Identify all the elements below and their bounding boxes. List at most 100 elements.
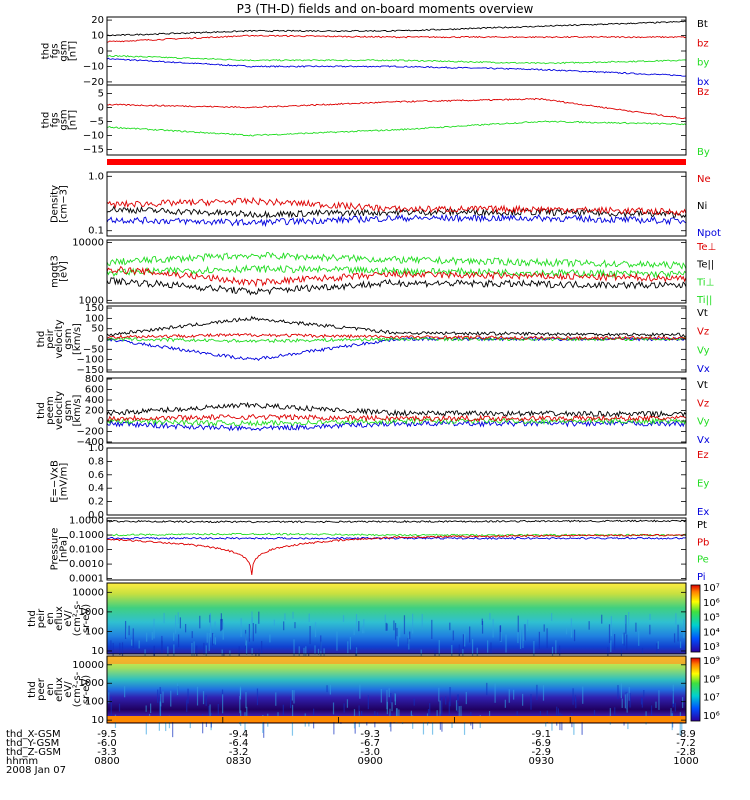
y-tick-label: 100 [85,697,104,708]
spectrogram-streak [458,706,460,717]
spectrogram-streak [222,622,224,640]
x-row-label: thd_Z-GSM [6,747,61,758]
spectrogram-streak [361,626,364,634]
spectrogram-streak [448,701,450,721]
y-tick-label: 10000 [72,237,104,248]
spectrogram-streak [551,613,553,621]
series-line-by [106,54,687,65]
spectrogram-streak [628,687,630,701]
mode-bar [107,159,686,165]
spectrogram-streak [131,639,133,646]
spectrogram-streak [494,683,496,703]
spectrogram-streak [626,634,628,651]
spectrogram-streak [251,611,253,623]
spectrogram-streak [273,619,275,626]
y-axis-label: peir [36,608,47,628]
spectrogram-streak [629,692,631,708]
y-axis-label: en [45,612,56,625]
y-tick-label: 0.4 [88,483,104,494]
spectrogram-streak [504,699,506,708]
panel-density: 1.0 0.1 Density[cm−3] Ne Ni Npot [50,171,721,239]
y-axis-label: velocity [54,319,65,358]
colorbar-peirspec: 10⁷ 10⁶ 10⁵ 10⁴ 10³ [690,583,720,653]
spectrogram-streak [179,617,181,629]
colorbar-scale [690,584,701,653]
spectrogram-streak [489,613,491,620]
spectrogram-streak [309,625,311,645]
colorbar-scale [690,657,701,722]
colorbar-peerspec: 10⁹ 10⁸ 10⁷ 10⁶ [690,656,720,722]
spectrogram-streak [208,632,210,652]
spectrogram-streak [121,642,124,658]
spectrogram-streak [438,687,440,702]
spectrogram-streak [282,704,284,721]
spectrogram-streak [211,632,214,646]
spectrogram-streak [314,622,317,638]
spectrogram-streak [476,647,478,664]
spectrogram-streak [463,717,466,735]
spectrogram-streak [248,623,250,642]
colorbar-label: 10³ [703,642,720,653]
y-axis-label: eV/ [63,681,74,698]
y-axis-label: [nT] [68,41,79,61]
spectrogram-streak [431,718,434,735]
y-tick-label: 1000 [79,678,104,689]
spectrogram-streak [238,646,240,658]
spectrogram-streak [460,705,462,719]
spectrogram-streak [546,628,548,649]
series-line-Te|| [106,277,687,296]
spectrogram-streak [551,646,554,664]
y-tick-label: −15 [83,144,104,155]
spectrogram-streak [624,615,626,624]
spectrogram-streak [398,709,400,721]
y-axis-label: [nPa] [59,536,70,562]
spectrogram-streak [187,688,189,704]
spectrogram-streak [203,642,205,655]
y-tick-label: 200 [85,406,104,417]
spectrogram-streak [221,689,224,697]
spectrogram-streak [353,628,355,636]
x-row-value: -6.7 [360,738,380,749]
spectrogram-streak [469,626,471,643]
spectrogram-streak [683,619,685,639]
legend-Npot: Npot [697,228,721,239]
spectrogram-streak [573,629,576,642]
spectrogram-streak [239,695,241,714]
legend-Vz: Vz [697,398,709,409]
legend-Bt: Bt [697,19,708,30]
spectrogram-streak [110,696,112,717]
spectrogram-streak [329,684,331,695]
spectrogram-streak [628,611,630,627]
series-line-Vt [106,401,687,418]
spectrogram-streak [487,640,489,653]
spectrogram-streak [177,612,179,624]
series-line-Vz [106,332,687,341]
legend-Pi: Pi [697,572,706,583]
legend-Vz: Vz [697,327,709,338]
spectrogram-streak [481,618,483,625]
spectrogram-streak [455,700,458,711]
colorbar-label: 10⁹ [703,656,720,667]
spectrogram-streak [221,618,223,630]
spectrogram-streak [681,717,683,735]
spectrogram-streak [574,694,577,702]
spectrogram-streak [557,708,560,722]
spectrogram-streak [582,686,584,704]
spectrogram-streak [429,703,431,718]
y-axis-label: peir [45,328,56,348]
y-axis-label: mgqt3 [50,255,61,288]
spectrogram-streak [421,613,423,630]
spectrogram-streak [336,631,338,651]
y-tick-label: 0.6 [88,470,104,481]
y-tick-label: 50 [91,324,104,335]
y-axis-label: sr-eV) [81,604,92,633]
y-axis-label: sr-eV) [81,675,92,704]
spectrogram-streak [581,717,583,735]
spectrogram-streak [258,611,260,624]
colorbar-label: 10⁷ [703,583,720,594]
spectrogram-streak [245,692,247,709]
series-line-bz [106,34,687,43]
x-row-label: hhmm [6,756,38,767]
spectrogram-streak [124,620,127,640]
spectrogram-streak [346,699,349,708]
